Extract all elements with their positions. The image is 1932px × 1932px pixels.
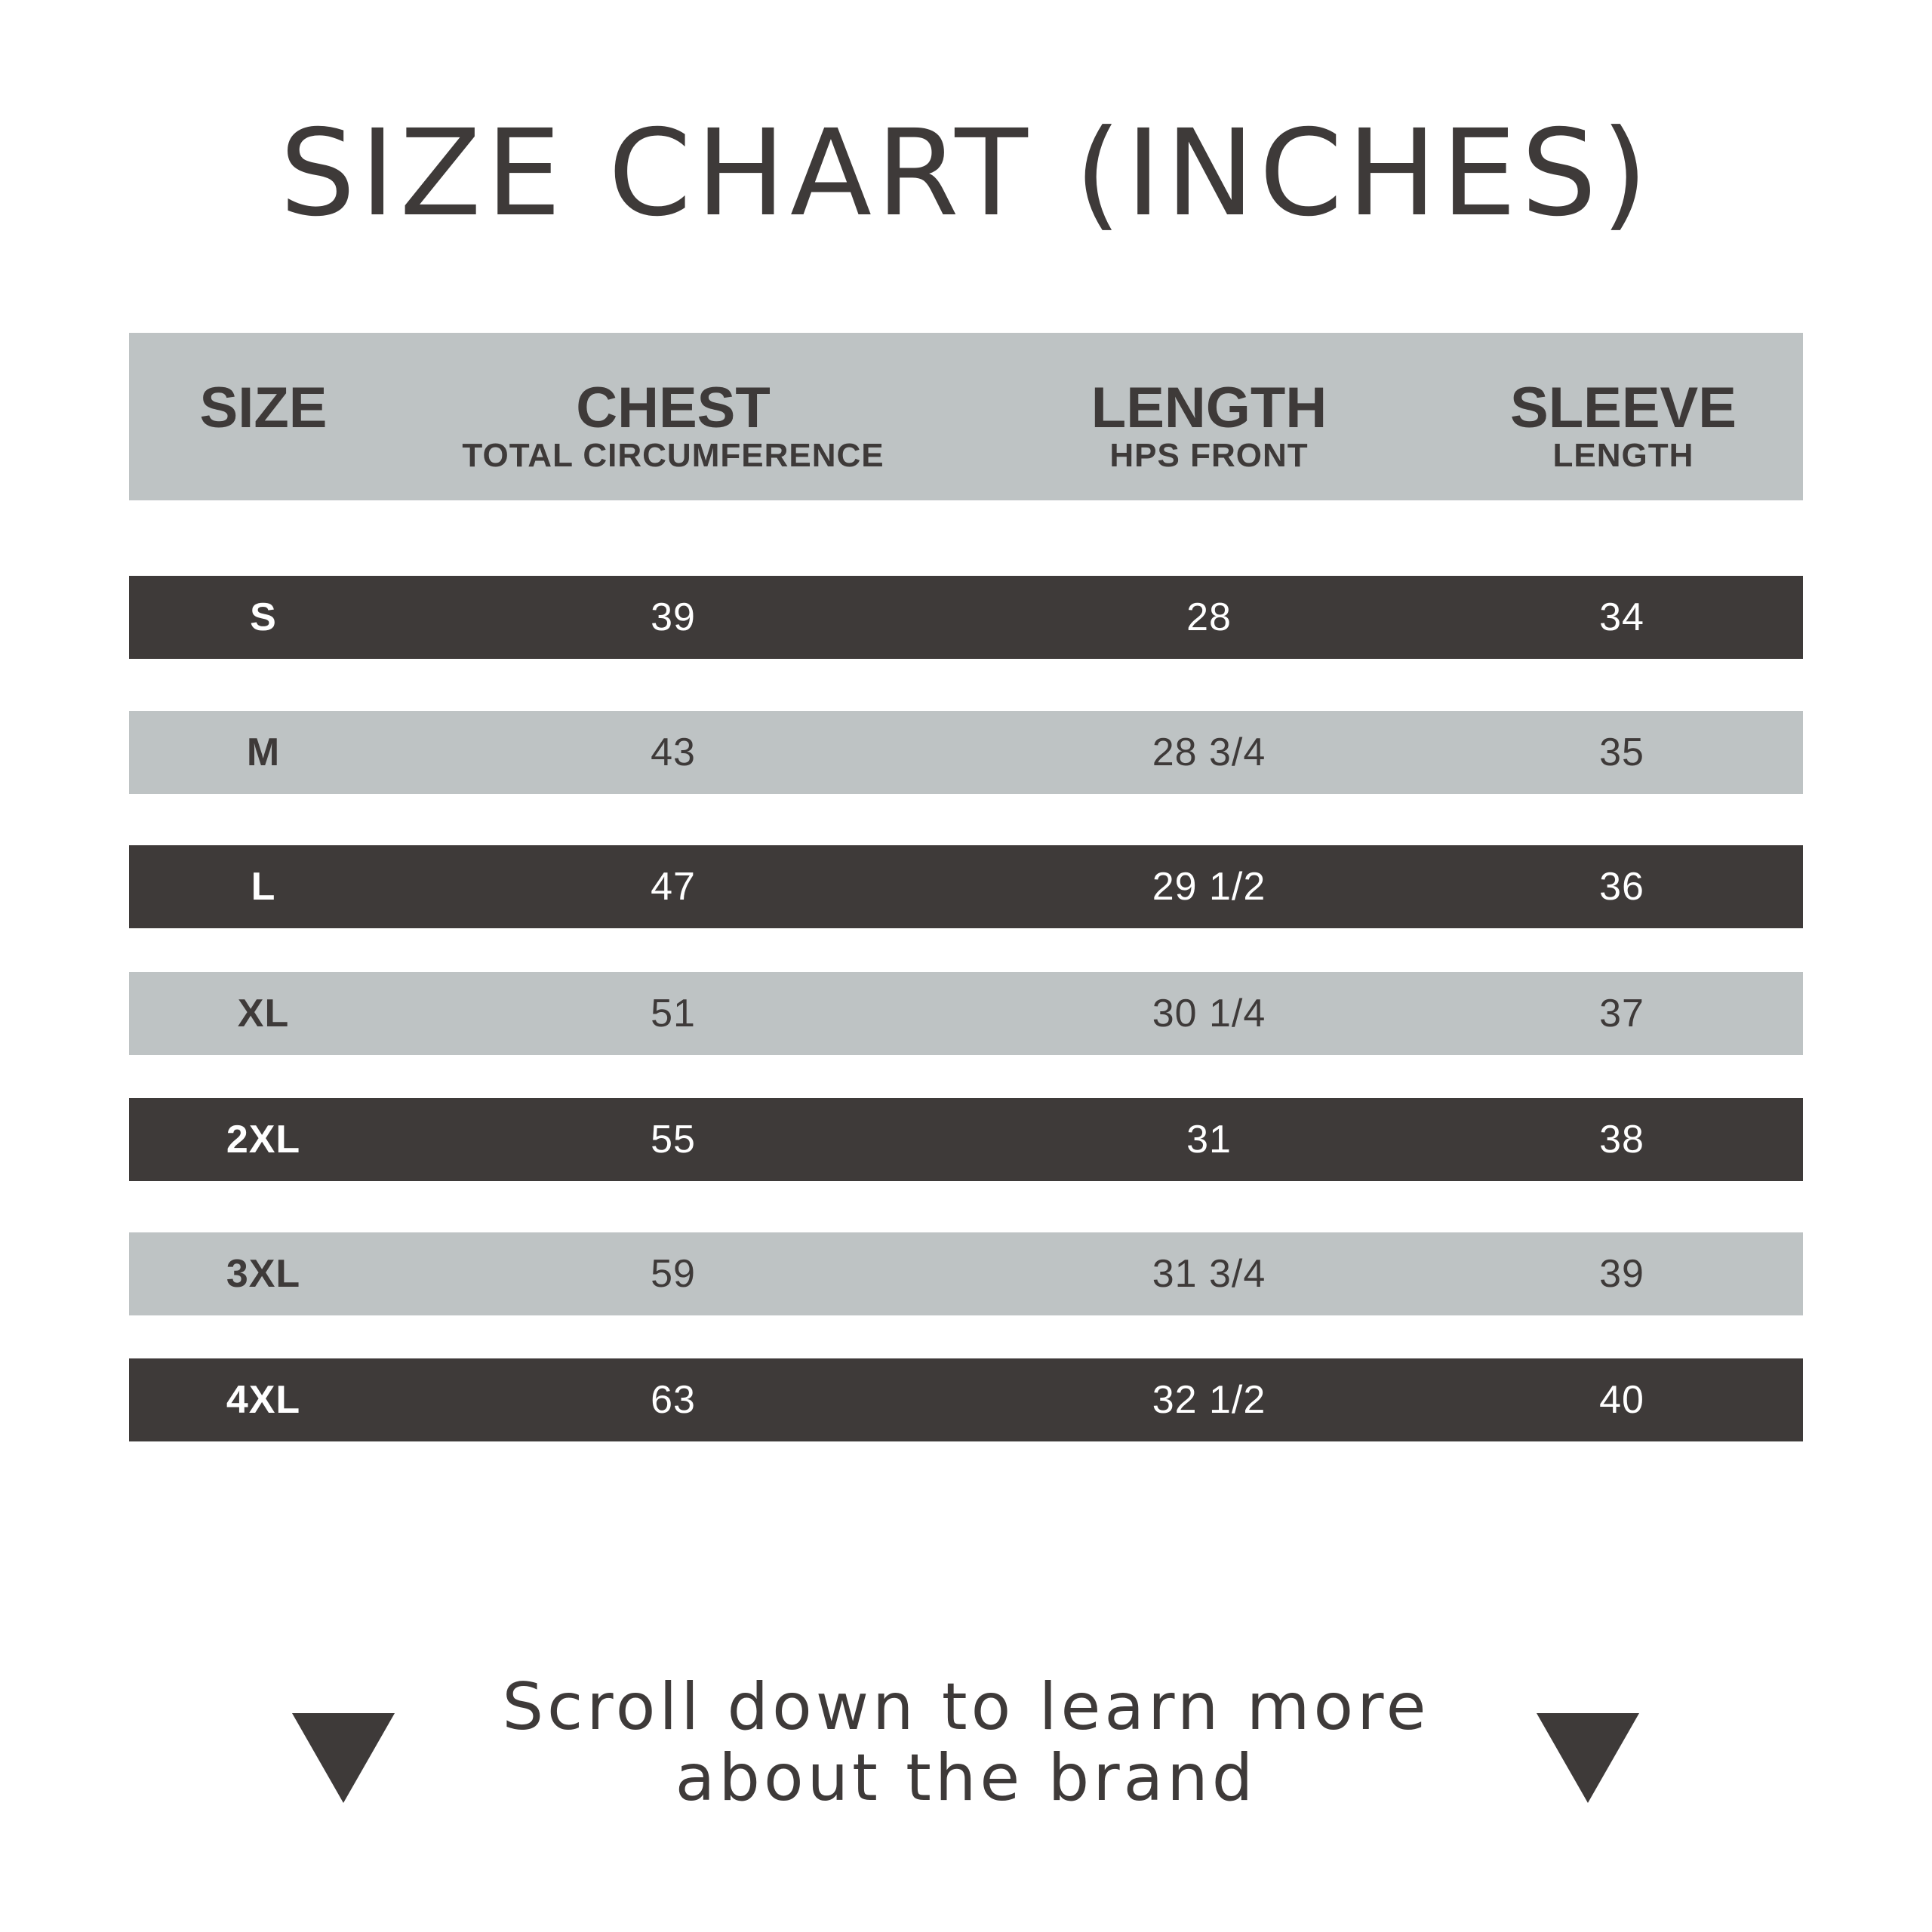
cell-size: 4XL: [226, 1378, 301, 1422]
cell-length: 31: [1186, 1118, 1232, 1161]
cell-chest: 59: [651, 1252, 696, 1296]
table-row: XL 51 30 1/4 37: [129, 972, 1803, 1055]
header-length-sub: HPS FRONT: [1109, 437, 1309, 474]
header-chest-sub: TOTAL CIRCUMFERENCE: [462, 437, 884, 474]
cell-chest: 43: [651, 731, 696, 774]
cell-chest: 47: [651, 865, 696, 909]
header-chest: CHEST: [576, 376, 771, 440]
cell-sleeve: 36: [1599, 865, 1644, 909]
header-sleeve: SLEEVE: [1510, 376, 1737, 440]
cell-size: XL: [237, 992, 290, 1035]
scroll-hint: Scroll down to learn more about the bran…: [0, 1672, 1932, 1814]
cell-sleeve: 37: [1599, 992, 1644, 1035]
cell-chest: 39: [651, 595, 696, 639]
cell-length: 28: [1186, 595, 1232, 639]
table-row: L 47 29 1/2 36: [129, 845, 1803, 928]
cell-sleeve: 40: [1599, 1378, 1644, 1422]
cell-size: M: [246, 731, 281, 774]
cell-length: 32 1/2: [1152, 1378, 1266, 1422]
scroll-hint-line2: about the brand: [675, 1740, 1257, 1816]
cell-chest: 51: [651, 992, 696, 1035]
cell-size: L: [251, 865, 276, 909]
cell-chest: 63: [651, 1378, 696, 1422]
cell-length: 31 3/4: [1152, 1252, 1266, 1296]
cell-sleeve: 39: [1599, 1252, 1644, 1296]
header-size: SIZE: [199, 376, 328, 440]
table-row: M 43 28 3/4 35: [129, 711, 1803, 794]
scroll-hint-line1: Scroll down to learn more: [502, 1669, 1430, 1745]
cell-sleeve: 34: [1599, 595, 1644, 639]
header-sleeve-sub: LENGTH: [1552, 437, 1694, 474]
cell-length: 29 1/2: [1152, 865, 1266, 909]
table-row: 2XL 55 31 38: [129, 1098, 1803, 1181]
table-row: 4XL 63 32 1/2 40: [129, 1358, 1803, 1441]
cell-size: 2XL: [226, 1118, 301, 1161]
cell-sleeve: 38: [1599, 1118, 1644, 1161]
table-row: S 39 28 34: [129, 576, 1803, 659]
triangle-down-icon: [292, 1713, 395, 1803]
header-length: LENGTH: [1091, 376, 1327, 440]
page-title: SIZE CHART (INCHES): [279, 104, 1653, 243]
cell-length: 28 3/4: [1152, 731, 1266, 774]
table-row: 3XL 59 31 3/4 39: [129, 1232, 1803, 1315]
cell-sleeve: 35: [1599, 731, 1644, 774]
triangle-down-icon: [1537, 1713, 1639, 1803]
cell-size: 3XL: [226, 1252, 301, 1296]
cell-length: 30 1/4: [1152, 992, 1266, 1035]
table-header: SIZE CHEST TOTAL CIRCUMFERENCE LENGTH HP…: [129, 333, 1803, 500]
cell-chest: 55: [651, 1118, 696, 1161]
cell-size: S: [250, 595, 277, 639]
